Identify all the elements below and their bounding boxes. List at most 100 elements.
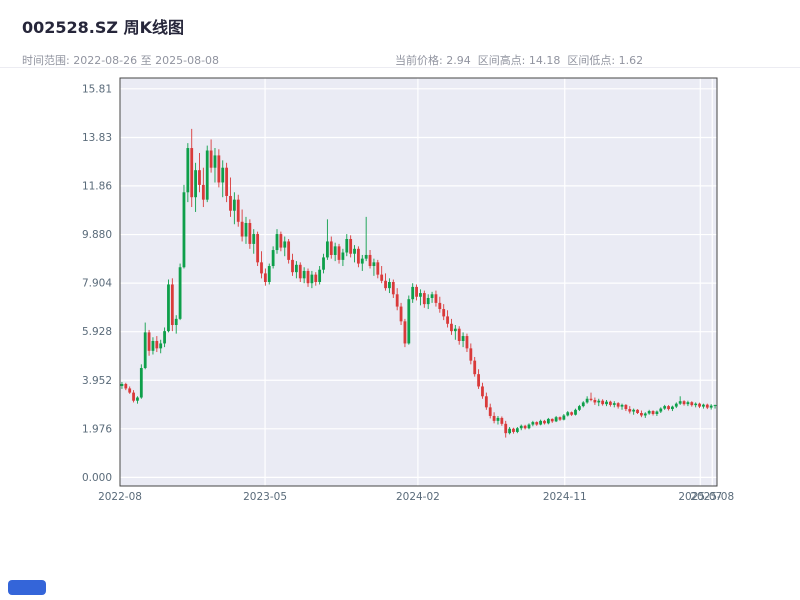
candle-body — [419, 293, 422, 297]
y-tick-label: 9.880 — [82, 229, 112, 241]
candle-body — [411, 286, 415, 300]
candle-body — [357, 248, 360, 264]
candle-body — [570, 412, 574, 415]
candle-body — [225, 167, 229, 196]
candle-body — [403, 321, 407, 344]
candle-body — [364, 254, 368, 259]
candle-body — [178, 267, 182, 319]
candle-body — [167, 284, 170, 332]
candle-body — [640, 413, 643, 416]
candle-body — [558, 417, 562, 420]
candle-body — [217, 155, 221, 183]
y-tick-label: 1.976 — [82, 423, 112, 435]
x-tick-label: 2025-08 — [690, 491, 734, 503]
candle-body — [593, 399, 597, 403]
candle-body — [473, 360, 477, 375]
candle-body — [663, 406, 667, 409]
candle-body — [213, 155, 217, 168]
candle-body — [585, 398, 589, 403]
candle-body — [170, 284, 174, 326]
candle-body — [128, 388, 132, 393]
candle-body — [539, 420, 543, 425]
candle-body — [341, 252, 345, 260]
candle-body — [399, 306, 403, 322]
candle-body — [136, 397, 139, 401]
plot-frame — [119, 77, 718, 487]
candle-body — [294, 264, 298, 273]
page-title: 002528.SZ 周K线图 — [22, 18, 184, 37]
candle-body — [322, 257, 325, 270]
candle-body — [302, 270, 306, 279]
candle-body — [275, 234, 279, 251]
candle-body — [620, 404, 624, 407]
candle-body — [484, 396, 488, 408]
candle-body — [360, 258, 364, 264]
candle-body — [581, 402, 585, 407]
candle-body — [139, 368, 143, 398]
candle-body — [531, 422, 535, 425]
candle-body — [151, 340, 155, 351]
candle-body — [628, 409, 632, 412]
candle-body — [244, 223, 248, 237]
candle-body — [388, 282, 391, 289]
candle-body — [535, 422, 539, 425]
candle-body — [147, 332, 151, 351]
candle-body — [523, 425, 527, 429]
candle-body — [329, 241, 333, 255]
candle-body — [159, 343, 163, 349]
candle-body — [240, 221, 244, 237]
candle-body — [655, 411, 659, 414]
candle-body — [430, 294, 434, 298]
price-stats-label: 当前价格: 2.94 区间高点: 14.18 区间低点: 1.62 — [395, 54, 644, 67]
candle-body — [229, 195, 232, 211]
candle-body — [608, 401, 612, 405]
candle-body — [314, 274, 318, 282]
candle-body — [601, 400, 605, 405]
bottom-left-badge[interactable] — [8, 580, 46, 595]
candle-body — [671, 406, 674, 410]
candle-body — [271, 250, 275, 267]
candle-body — [450, 323, 453, 332]
candle-body — [143, 332, 147, 369]
candle-body — [597, 400, 601, 403]
y-tick-label: 0.000 — [82, 472, 112, 484]
candle-body — [546, 418, 550, 424]
candle-body — [426, 297, 430, 305]
candle-body — [550, 418, 554, 422]
candle-body — [267, 266, 271, 282]
candle-body — [260, 262, 263, 274]
candle-body — [612, 403, 616, 405]
candle-body — [709, 405, 713, 408]
y-tick-label: 11.86 — [82, 180, 112, 192]
candle-body — [678, 401, 682, 404]
candle-body — [686, 402, 690, 405]
candle-body — [574, 409, 577, 415]
candle-body — [391, 282, 395, 295]
time-range-label: 时间范围: 2022-08-26 至 2025-08-08 — [22, 54, 220, 67]
candle-body — [310, 274, 314, 284]
candle-body — [647, 411, 651, 414]
candle-body — [562, 415, 566, 420]
candle-body — [163, 331, 166, 344]
candle-body — [306, 270, 310, 284]
x-tick-label: 2024-02 — [396, 491, 440, 503]
candle-body — [496, 417, 500, 421]
candle-body — [469, 348, 473, 361]
candle-body — [554, 417, 558, 422]
candle-body — [190, 148, 194, 198]
candle-body — [690, 402, 694, 406]
candle-body — [527, 424, 531, 429]
candle-body — [488, 407, 492, 416]
candle-body — [651, 411, 655, 414]
candle-body — [682, 401, 686, 405]
candle-body — [446, 316, 449, 324]
x-tick-label: 2024-11 — [543, 491, 587, 503]
candle-body — [174, 318, 178, 326]
y-tick-label: 15.81 — [82, 83, 112, 95]
candle-body — [345, 238, 349, 253]
candle-body — [298, 264, 302, 279]
candle-body — [287, 241, 291, 260]
candle-body — [201, 184, 205, 200]
candle-body — [422, 293, 426, 305]
